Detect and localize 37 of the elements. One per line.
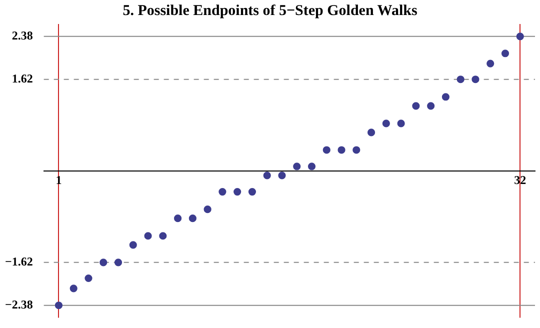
point: [100, 258, 108, 266]
point: [248, 188, 256, 196]
point: [308, 162, 316, 170]
point: [501, 50, 510, 58]
point: [144, 232, 152, 240]
point: [442, 93, 450, 101]
point: [322, 146, 330, 154]
point: [397, 120, 405, 128]
y-tick-label: −2.38: [4, 297, 33, 312]
point: [263, 172, 271, 180]
point: [456, 76, 464, 84]
point: [472, 76, 480, 84]
point: [70, 284, 78, 292]
y-tick-label: 2.38: [12, 28, 33, 43]
point: [114, 258, 122, 266]
point: [352, 146, 360, 154]
point: [218, 188, 226, 196]
point: [382, 120, 390, 128]
point: [204, 206, 212, 214]
chart-title: 5. Possible Endpoints of 5−Step Golden Walks: [122, 2, 418, 19]
point: [516, 32, 524, 40]
y-tick-label: 1.62: [12, 71, 33, 86]
point: [486, 60, 494, 68]
point: [159, 232, 167, 240]
point: [54, 302, 63, 310]
point: [129, 241, 137, 249]
point: [427, 102, 435, 110]
point: [412, 102, 420, 110]
y-tick-label: −1.62: [4, 254, 33, 269]
point: [338, 146, 346, 154]
point: [174, 214, 182, 222]
point: [293, 162, 301, 170]
point: [84, 274, 92, 282]
point: [278, 172, 286, 180]
point: [367, 128, 376, 136]
point: [188, 214, 196, 222]
point: [234, 188, 242, 196]
